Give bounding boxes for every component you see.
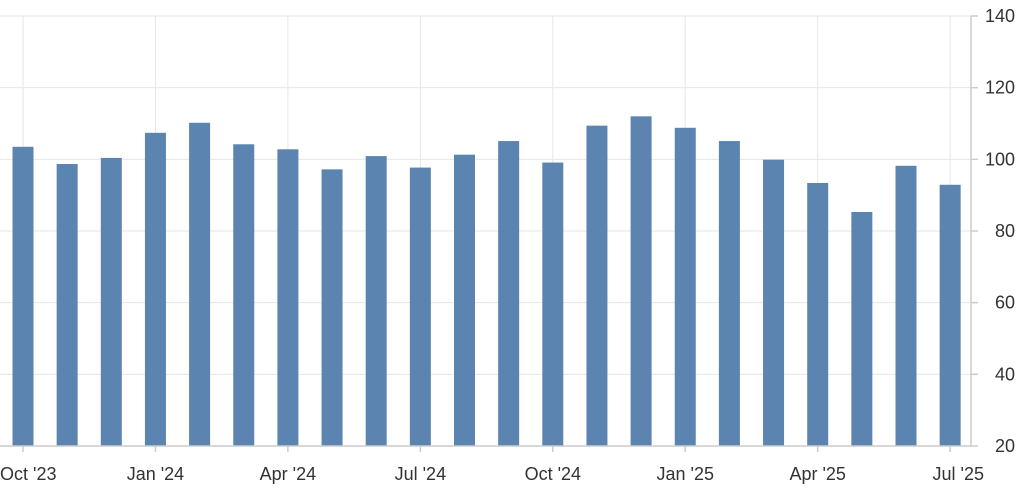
- bar: [851, 212, 873, 446]
- y-tick-label: 80: [995, 221, 1015, 241]
- bar: [321, 169, 343, 446]
- bar: [586, 125, 608, 447]
- x-tick-label: Oct '24: [525, 464, 581, 484]
- bar: [630, 116, 652, 446]
- x-tick-label: Apr '24: [260, 464, 316, 484]
- x-tick-label: Jan '25: [657, 464, 714, 484]
- y-tick-label: 20: [995, 436, 1015, 456]
- bar: [409, 167, 431, 446]
- y-tick-label: 120: [985, 78, 1015, 98]
- tick-labels: 20 40 60 80 100 120 140 Oct '23 Jan '24 Apr '24 Ju…: [0, 6, 1015, 484]
- axes: [0, 15, 978, 452]
- bar: [895, 165, 917, 447]
- bar: [277, 149, 299, 447]
- bar: [189, 122, 211, 447]
- bar: [365, 156, 387, 446]
- bar: [939, 184, 961, 446]
- bar: [233, 144, 255, 447]
- bar: [763, 159, 785, 447]
- bar: [498, 141, 520, 446]
- bar: [807, 182, 829, 446]
- y-tick-label: 140: [985, 6, 1015, 26]
- bar: [56, 163, 78, 446]
- x-tick-label: Jul '25: [933, 464, 984, 484]
- bar: [144, 132, 166, 447]
- bar: [674, 127, 696, 447]
- y-tick-label: 60: [995, 293, 1015, 313]
- y-tick-label: 100: [985, 149, 1015, 169]
- bar: [100, 157, 122, 446]
- x-tick-label: Jan '24: [127, 464, 184, 484]
- x-tick-label: Apr '25: [789, 464, 845, 484]
- bars: [12, 116, 961, 447]
- bar: [718, 141, 740, 446]
- y-tick-label: 40: [995, 364, 1015, 384]
- x-tick-label: Oct '23: [0, 464, 56, 484]
- bar: [454, 154, 475, 447]
- x-tick-label: Jul '24: [395, 464, 446, 484]
- bar: [12, 146, 34, 446]
- bar: [542, 162, 564, 446]
